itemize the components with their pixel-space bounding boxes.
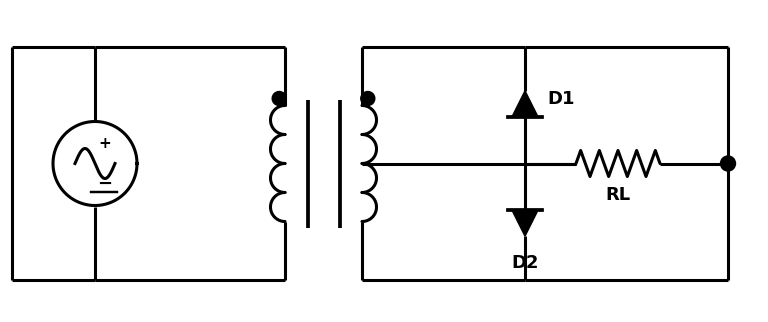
Text: D1: D1 (547, 90, 574, 108)
Polygon shape (511, 91, 538, 117)
Polygon shape (511, 210, 538, 236)
Text: D2: D2 (511, 254, 538, 272)
Text: +: + (98, 136, 111, 151)
Circle shape (720, 156, 736, 171)
Text: −: − (98, 175, 113, 193)
Circle shape (361, 91, 375, 106)
Text: RL: RL (605, 185, 631, 204)
Circle shape (272, 91, 286, 106)
